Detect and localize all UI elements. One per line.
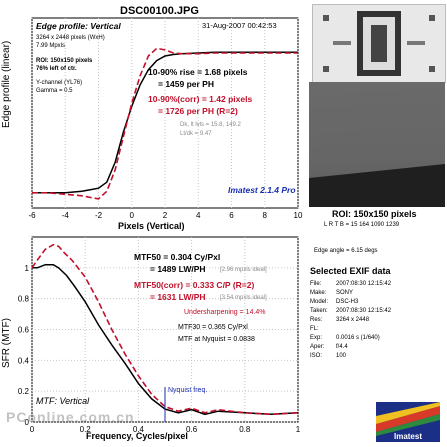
exif-row: Aper: f/4.4 [310, 344, 440, 353]
y-tick-label: 0.4 [18, 356, 30, 365]
edge-rise-1: 10-90% rise = 1.68 pixels [148, 67, 248, 77]
x-tick-label: 0 [30, 425, 35, 434]
exif-key: Model: [310, 299, 329, 305]
roi-title: ROI: 150x150 pixels [332, 209, 417, 219]
series-line-corrected [32, 47, 298, 200]
roi-crop-image [309, 82, 445, 207]
edge-levels: Dk, lt lvls = 15.8, 149.2 [180, 122, 241, 128]
exif-row: Res: 3264 x 2448 [310, 317, 440, 326]
x-tick-label: 2 [163, 211, 168, 220]
exif-value: 100 [336, 353, 347, 359]
exif-value: 0.0016 s (1/640) [336, 335, 380, 341]
y-tick-label: 0.6 [18, 326, 30, 335]
exif-row: Exp: 0.0016 s (1/640) [310, 335, 440, 344]
mtf-chart: 0 0.2 0.4 0.6 0.8 1 0 0.2 0.4 0.6 0.8 1 [18, 236, 301, 434]
mtf50-1: MTF50 = 0.304 Cy/Pxl [134, 252, 221, 262]
y-tick-label: 0.2 [18, 387, 30, 396]
edge-info-4: Y-channel (YL76) [36, 80, 83, 86]
mtf50-corr-1: MTF50(corr) = 0.333 C/P (R=2) [134, 280, 255, 290]
edge-profile-chart: -6 -4 -2 0 2 4 6 8 10 [28, 17, 303, 220]
y-tick-label: 1 [25, 264, 30, 273]
edge-corr-1: 10-90%(corr) = 1.42 pixels [148, 94, 253, 104]
test-chart-thumbnail [312, 4, 446, 83]
exif-key: File: [310, 281, 322, 287]
imatest-logo-text: Imatest [394, 432, 422, 441]
roi-coords: L R T B = 15 164 1090 1239 [324, 222, 400, 228]
exif-key: Aper: [310, 344, 325, 350]
edge-corr-2: = 1726 per PH (R=2) [158, 106, 238, 116]
edge-info-2: ROI: 150x150 pixels [36, 58, 93, 64]
edge-info-0: 3264 x 2448 pixels (WxH) [36, 35, 105, 41]
exif-key: FL: [310, 326, 319, 332]
x-tick-label: 0.2 [80, 425, 92, 434]
x-tick-label: 0.6 [186, 425, 198, 434]
exif-value: 2007:08:30 12:15:42 [336, 308, 392, 314]
exif-row: FL: [310, 326, 440, 335]
exif-key: Taken: [310, 308, 328, 314]
x-tick-label: -6 [28, 211, 36, 220]
x-tick-label: 1 [296, 425, 301, 434]
series-line-measured [32, 51, 298, 194]
x-tick-label: -2 [95, 211, 103, 220]
edge-rise-2: = 1459 per PH [158, 79, 214, 89]
edge-info-1: 7.99 Mpxls [36, 43, 66, 49]
edge-xlabel: Pixels (Vertical) [118, 221, 185, 231]
mtf-caption: MTF: Vertical [36, 396, 90, 406]
mtf50-corr-2-note: [3.54 mpxls ideal] [220, 295, 267, 301]
exif-value: 3264 x 2448 [336, 317, 370, 323]
exif-value: SONY [336, 290, 354, 296]
mtf50-2-note: [2.96 mpxls ideal] [220, 267, 267, 273]
nyquist-label: Nyquist freq. [168, 387, 208, 394]
undersharpening: Undersharpening = 14.4% [184, 309, 266, 316]
exif-value: 2007:08:30 12:15:42 [336, 281, 392, 287]
exif-value: f/4.4 [336, 344, 348, 350]
x-tick-label: 4 [196, 211, 201, 220]
series-line-corrected [31, 243, 299, 416]
y-tick-label: 0 [25, 418, 30, 427]
edge-date: 31-Aug-2007 00:42:53 [202, 21, 277, 30]
edge-header: Edge profile: Vertical [36, 21, 121, 31]
exif-key: Make: [310, 290, 327, 296]
x-tick-label: 10 [294, 211, 303, 220]
series-line-measured [32, 263, 299, 416]
mtf50-2: = 1489 LW/PH [150, 264, 206, 274]
exif-row: Make: SONY [310, 290, 440, 299]
x-tick-label: -4 [62, 211, 70, 220]
exif-key: Exp: [310, 335, 323, 341]
mtf-xlabel: Frequency, Cycles/pixel [86, 431, 188, 441]
imatest-version: Imatest 2.1.4 Pro [228, 185, 296, 195]
mtf50-corr-2: = 1631 LW/PH [150, 292, 206, 302]
x-tick-label: 6 [229, 211, 234, 220]
imatest-logo: Imatest [376, 402, 440, 442]
image-title: DSC00100.JPG [120, 5, 199, 17]
mtf30: MTF30 = 0.365 Cy/Pxl [178, 324, 248, 331]
exif-row: Taken: 2007:08:30 12:15:42 [310, 308, 440, 317]
exif-table: File: 2007:08:30 12:15:42 Make: SONY Model… [310, 281, 440, 362]
x-tick-label: 8 [263, 211, 268, 220]
x-tick-label: 0.8 [239, 425, 251, 434]
edge-ratio: Lt/dk = 9.47 [180, 131, 212, 137]
edge-info-5: Gamma = 0.5 [36, 88, 73, 94]
edge-angle: Edge angle = 6.15 degs [314, 248, 378, 254]
exif-title: Selected EXIF data [310, 266, 391, 276]
exif-value: DSC-H3 [336, 299, 359, 305]
exif-key: ISO: [310, 353, 323, 359]
x-tick-label: 0.4 [133, 425, 145, 434]
edge-info-3: 76% left of ctr. [36, 66, 77, 72]
x-tick-label: 0 [130, 211, 135, 220]
exif-key: Res: [310, 317, 323, 323]
exif-row: Model: DSC-H3 [310, 299, 440, 308]
exif-row: ISO: 100 [310, 353, 440, 362]
mtf-nyquist: MTF at Nyquist = 0.0838 [178, 336, 255, 343]
y-tick-label: 0.8 [18, 295, 30, 304]
watermark: PConline.com.cn [6, 409, 135, 425]
exif-row: File: 2007:08:30 12:15:42 [310, 281, 440, 290]
